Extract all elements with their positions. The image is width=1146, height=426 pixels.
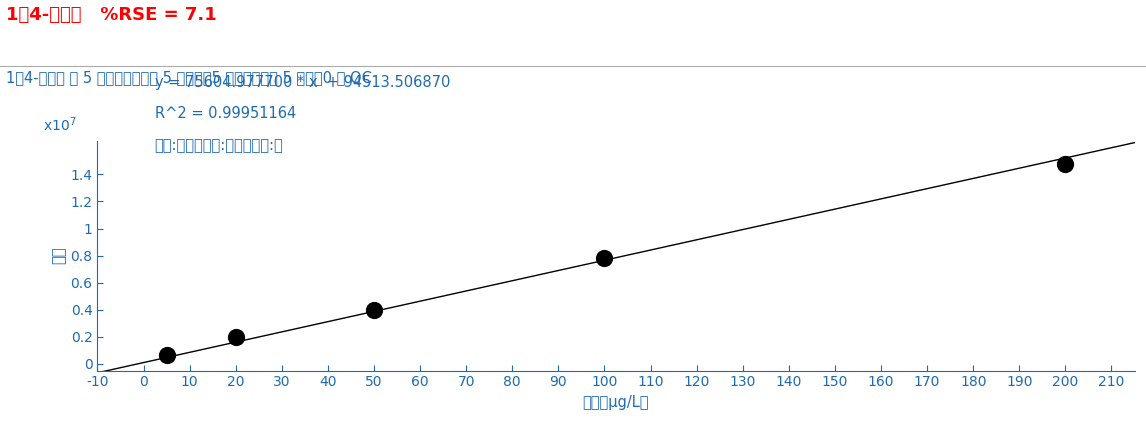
Text: 类型:线性，原点:忽略，权重:无: 类型:线性，原点:忽略，权重:无: [155, 138, 283, 153]
Point: [1057, 160, 1075, 167]
Y-axis label: 响应: 响应: [52, 247, 66, 265]
X-axis label: 浓度（μg/L）: 浓度（μg/L）: [582, 395, 650, 410]
Point: [364, 307, 383, 314]
Text: R^2 = 0.99951164: R^2 = 0.99951164: [155, 106, 296, 121]
Point: [595, 255, 613, 262]
Text: y = 75604.977700 * x  + 94513.506870: y = 75604.977700 * x + 94513.506870: [155, 75, 450, 89]
Text: x10$^7$: x10$^7$: [44, 115, 77, 134]
Text: 1，4-二氯苯 － 5 个级别，使用了 5 个级别，5 个点，使用了 5 个点，0 个 QC: 1，4-二氯苯 － 5 个级别，使用了 5 个级别，5 个点，使用了 5 个点，…: [6, 70, 371, 85]
Point: [157, 351, 175, 358]
Point: [227, 334, 245, 341]
Text: 1，4-二氯苯   %RSE = 7.1: 1，4-二氯苯 %RSE = 7.1: [6, 6, 217, 24]
